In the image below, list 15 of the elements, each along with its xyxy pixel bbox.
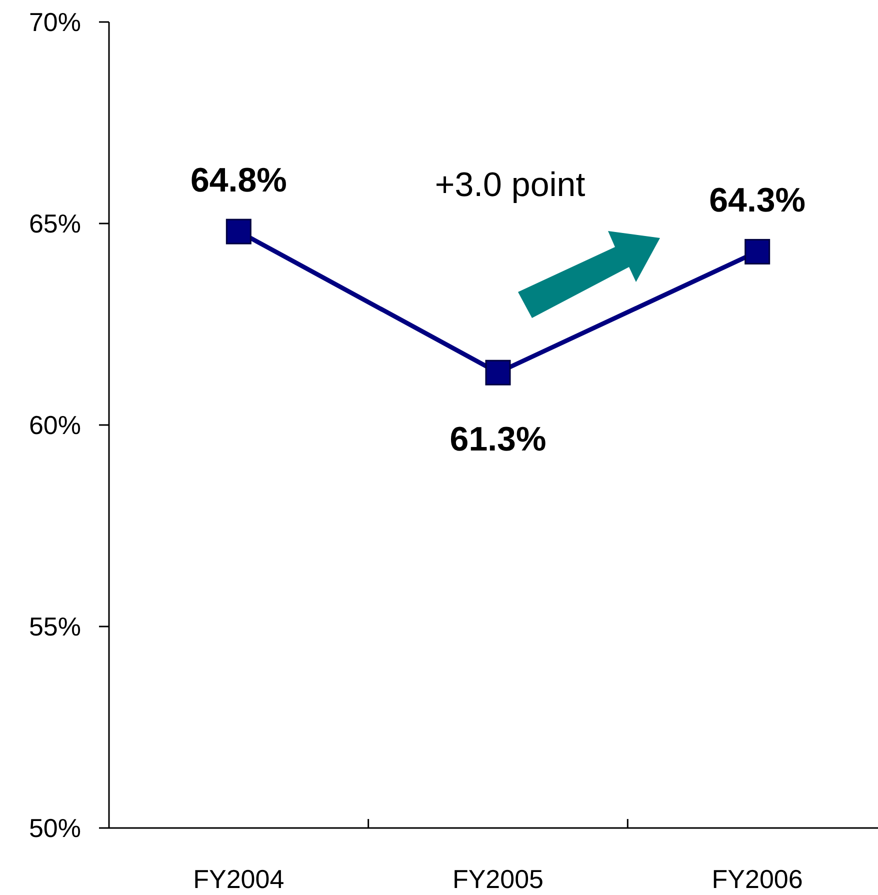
data-label: 64.3% bbox=[709, 182, 806, 220]
annotation: +3.0 point bbox=[434, 166, 586, 204]
data-label: 64.8% bbox=[190, 162, 287, 200]
point bbox=[744, 238, 770, 264]
y-tick-label: 50% bbox=[28, 813, 81, 843]
point bbox=[485, 360, 511, 386]
y-tick-label: 60% bbox=[28, 410, 81, 440]
x-tick-label: FY2004 bbox=[193, 864, 284, 894]
y-tick-label: 55% bbox=[28, 612, 81, 642]
point bbox=[226, 218, 252, 244]
data-label: 61.3% bbox=[450, 420, 546, 459]
x-tick-label: FY2005 bbox=[452, 864, 544, 894]
x-tick-label: FY2006 bbox=[712, 864, 803, 894]
y-tick-label: 65% bbox=[28, 208, 81, 238]
y-tick-label: 70% bbox=[28, 7, 81, 37]
